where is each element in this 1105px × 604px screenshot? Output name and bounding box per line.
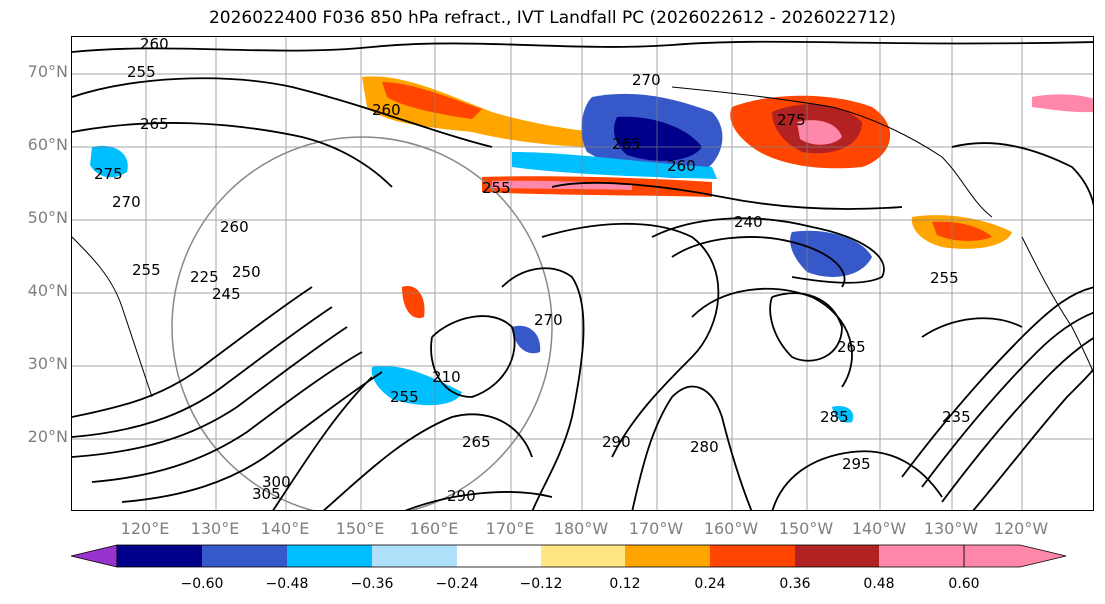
shade-blob: [832, 406, 854, 423]
colorbar-segment: [879, 545, 964, 567]
colorbar-segment: [710, 545, 795, 567]
shade-blob: [790, 230, 872, 277]
lon-label: 140°E: [260, 519, 310, 538]
map-canvas: 260 255 265 275 270 260 270 265 260 255 …: [72, 37, 1093, 510]
colorbar-segment: [287, 545, 372, 567]
contour-label: 270: [632, 71, 661, 89]
lon-label: 120°W: [993, 519, 1049, 538]
lon-label: 140°W: [851, 519, 907, 538]
colorbar-segment: [795, 545, 879, 567]
contour-label: 240: [734, 213, 763, 231]
shade-blob: [797, 120, 842, 145]
shade-blob: [614, 116, 702, 161]
contour-label: 285: [820, 408, 849, 426]
colorbar-tick-label: 0.24: [694, 576, 726, 592]
contour-label: 265: [837, 338, 866, 356]
shade-blob: [512, 325, 541, 354]
colorbar-extend-high: [963, 544, 1067, 568]
colorbar-tick-label: 0.36: [779, 576, 811, 592]
contour-label: 255: [482, 179, 511, 197]
colorbar-tick-label: 0.12: [609, 576, 641, 592]
contour-label: 270: [112, 193, 141, 211]
shade-blob: [402, 286, 425, 319]
contour-label: 300: [262, 473, 291, 491]
lat-label-20: 20°N: [27, 427, 68, 446]
colorbar-segment: [457, 545, 541, 567]
contour-label: 265: [140, 115, 169, 133]
lon-label: 130°W: [923, 519, 979, 538]
colorbar-tick-label: −0.48: [265, 576, 309, 592]
colorbar-segment: [541, 545, 625, 567]
lon-label: 170°E: [485, 519, 535, 538]
contour-label-layer: 260 255 265 275 270 260 270 265 260 255 …: [94, 37, 971, 505]
lon-label: 160°W: [703, 519, 759, 538]
contour-label: 260: [140, 37, 169, 53]
lon-label: 180°W: [553, 519, 609, 538]
contour-label: 275: [94, 165, 123, 183]
contour-label: 290: [602, 433, 631, 451]
lat-label-60: 60°N: [27, 135, 68, 154]
contour-label: 235: [942, 408, 971, 426]
contour-label: 255: [390, 388, 419, 406]
colorbar-outline: [116, 544, 965, 568]
contour-label: 255: [132, 261, 161, 279]
lon-label: 130°E: [190, 519, 240, 538]
colorbar-segment: [202, 545, 287, 567]
lat-label-70: 70°N: [27, 62, 68, 81]
ivt-shading: [90, 76, 1093, 423]
contour-label: 280: [690, 438, 719, 456]
lon-label: 160°E: [409, 519, 459, 538]
colorbar-tick-label: −0.24: [435, 576, 479, 592]
shade-blob: [1032, 94, 1093, 113]
lon-label: 170°W: [628, 519, 684, 538]
lat-label-50: 50°N: [27, 208, 68, 227]
gridlines: [72, 37, 1093, 510]
contour-label: 225: [190, 268, 219, 286]
contour-label: 245: [212, 285, 241, 303]
shade-blob: [512, 152, 717, 179]
coastlines: [72, 86, 1093, 398]
contour-label: 210: [432, 368, 461, 386]
lat-label-30: 30°N: [27, 354, 68, 373]
shade-blob: [382, 82, 482, 119]
colorbar-tick-label: −0.36: [350, 576, 394, 592]
contour-label: 290: [447, 487, 476, 505]
contour-label: 305: [252, 485, 281, 503]
contour-label: 250: [232, 263, 261, 281]
lon-label: 120°E: [120, 519, 170, 538]
lat-label-40: 40°N: [27, 281, 68, 300]
lon-label: 150°W: [778, 519, 834, 538]
shade-blob: [932, 221, 992, 241]
colorbar-tick-label: −0.12: [519, 576, 563, 592]
colorbar: [70, 544, 1067, 568]
contour-label: 265: [612, 135, 641, 153]
colorbar-extend-low: [70, 544, 118, 568]
contour-label: 255: [127, 63, 156, 81]
refractivity-contours: [72, 40, 1093, 510]
contour-label: 260: [667, 157, 696, 175]
contour-label: 265: [462, 433, 491, 451]
colorbar-segment: [372, 545, 457, 567]
colorbar-segment: [117, 545, 202, 567]
shade-blob: [90, 145, 128, 178]
contour-label: 295: [842, 455, 871, 473]
range-ring: [171, 136, 553, 510]
contour-label: 270: [534, 311, 563, 329]
contour-label: 255: [930, 269, 959, 287]
map-panel: 260 255 265 275 270 260 270 265 260 255 …: [71, 36, 1094, 511]
contour-label: 260: [372, 101, 401, 119]
shade-blob: [371, 366, 462, 406]
contour-label: 275: [777, 111, 806, 129]
colorbar-segment: [625, 545, 710, 567]
colorbar-tick-label: 0.48: [863, 576, 895, 592]
colorbar-tick-label: 0.60: [948, 576, 980, 592]
map-title: 2026022400 F036 850 hPa refract., IVT La…: [208, 8, 896, 28]
contour-label: 260: [220, 218, 249, 236]
colorbar-tick-label: −0.60: [180, 576, 224, 592]
lon-label: 150°E: [335, 519, 385, 538]
